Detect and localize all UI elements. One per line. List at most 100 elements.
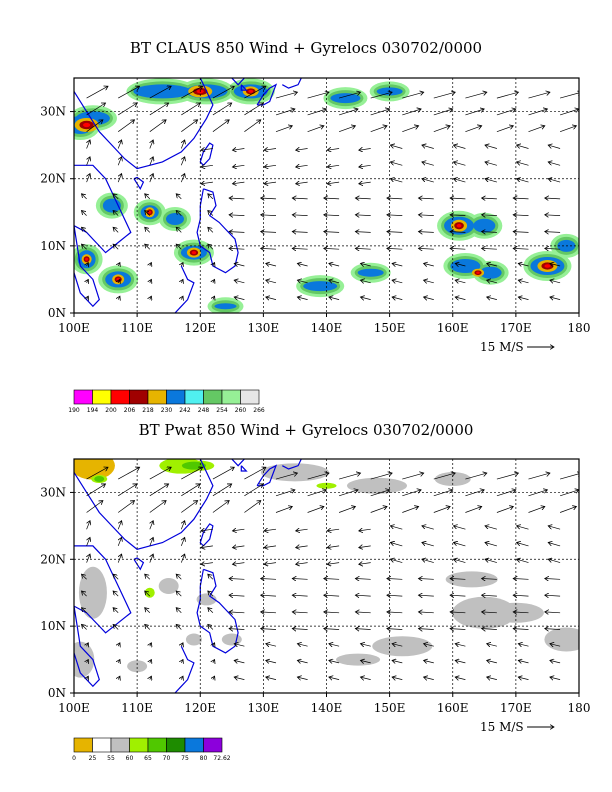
wind-vector: [496, 92, 519, 99]
colorbar-label: 75: [181, 755, 189, 762]
wind-vector: [392, 297, 403, 300]
colorbar-swatch: [166, 389, 186, 405]
cloud-core: [456, 223, 462, 228]
coastline: [231, 78, 245, 86]
wind-vector: [424, 280, 434, 283]
wind-vector: [370, 109, 390, 116]
wind-vector: [201, 563, 213, 565]
wind-vector: [361, 297, 371, 300]
wind-vector: [550, 263, 561, 266]
wind-vector: [118, 484, 137, 497]
wind-vector: [266, 297, 277, 300]
colorbar-label: 65: [144, 755, 152, 762]
wind-vector: [118, 86, 139, 99]
colorbar-swatch: [147, 737, 167, 753]
wind-vector: [455, 644, 466, 647]
wind-vector: [338, 109, 358, 116]
wind-vector: [292, 215, 308, 216]
wind-vector: [496, 126, 513, 133]
pwat-region: [158, 578, 179, 595]
wind-vector: [261, 629, 277, 630]
wind-vector: [87, 554, 90, 563]
wind-vector: [370, 92, 392, 99]
wind-vector: [181, 296, 183, 299]
colorbar-label: 266: [253, 407, 265, 414]
wind-vector: [118, 521, 121, 530]
wind-vector: [518, 280, 529, 283]
wind-vector: [513, 232, 529, 233]
wind-vector: [465, 507, 481, 513]
wind-vector: [307, 92, 329, 99]
wind-vector: [118, 157, 121, 166]
wind-vector: [87, 537, 90, 547]
cloud-core: [191, 251, 197, 255]
panel1-title: BT CLAUS 850 Wind + Gyrelocs 030702/0000: [129, 39, 483, 57]
lon-tick-label: 180: [568, 321, 591, 335]
wind-vector: [482, 232, 497, 233]
wind-vector: [517, 162, 529, 166]
wind-vector: [548, 179, 561, 183]
wind-vector: [244, 120, 260, 132]
wind-vector: [181, 140, 184, 149]
wind-vector: [296, 563, 308, 565]
wind-vector: [275, 473, 297, 480]
wind-vector: [518, 677, 529, 680]
wind-vector: [201, 529, 213, 531]
wind-vector: [454, 179, 466, 183]
wind-vector: [233, 165, 245, 167]
wind-vector: [87, 521, 90, 530]
wind-vector: [433, 507, 450, 513]
wind-vector: [513, 595, 529, 596]
wind-vector: [433, 126, 450, 133]
wind-vector: [176, 211, 182, 216]
wind-vector: [176, 574, 182, 580]
cloud-region: [214, 303, 237, 310]
wind-vector: [181, 279, 183, 282]
coastline: [74, 164, 132, 254]
wind-vector: [145, 574, 151, 580]
wind-vector: [387, 612, 403, 613]
wind-vector: [261, 215, 277, 216]
wind-vector: [545, 215, 561, 216]
wind-vector: [113, 227, 119, 233]
wind-vector: [234, 677, 245, 680]
wind-vector: [324, 198, 340, 199]
wind-vector: [233, 529, 245, 531]
wind-vector: [419, 248, 434, 249]
wind-vector: [487, 677, 497, 680]
colorbar-swatch: [110, 737, 130, 753]
wind-vector: [355, 198, 371, 199]
wind-vector: [176, 608, 182, 614]
wind-vector: [455, 297, 466, 300]
wind-vector: [150, 140, 153, 149]
wind-vector: [266, 677, 277, 680]
wind-vector: [402, 507, 418, 513]
wind-vector: [82, 624, 87, 630]
wind-vector: [390, 559, 403, 563]
pwat-region: [221, 633, 242, 646]
wind-vector: [275, 126, 292, 133]
pwat-region: [347, 477, 407, 494]
coastline: [74, 606, 100, 688]
wind-vector: [496, 109, 516, 116]
wind-vector: [392, 263, 403, 266]
wind-vector: [324, 232, 340, 233]
wind-vector: [548, 162, 561, 166]
wind-vector: [181, 86, 202, 99]
wind-vector: [118, 660, 120, 663]
wind-vector: [201, 165, 213, 167]
wind-vector: [117, 120, 134, 132]
wind-vector: [212, 484, 232, 497]
coastline: [199, 142, 214, 166]
colorbar-swatch: [203, 389, 223, 405]
wind-vector: [482, 595, 497, 596]
wind-vector: [145, 211, 151, 216]
wind-vector: [559, 126, 576, 133]
wind-vector: [387, 595, 403, 596]
cloud-region: [357, 268, 384, 277]
colorbar-label: 25: [89, 755, 97, 762]
wind-vector: [329, 297, 340, 300]
colorbar-label: 0: [72, 755, 76, 762]
wind-vector: [118, 537, 121, 547]
wind-vector: [150, 554, 153, 563]
